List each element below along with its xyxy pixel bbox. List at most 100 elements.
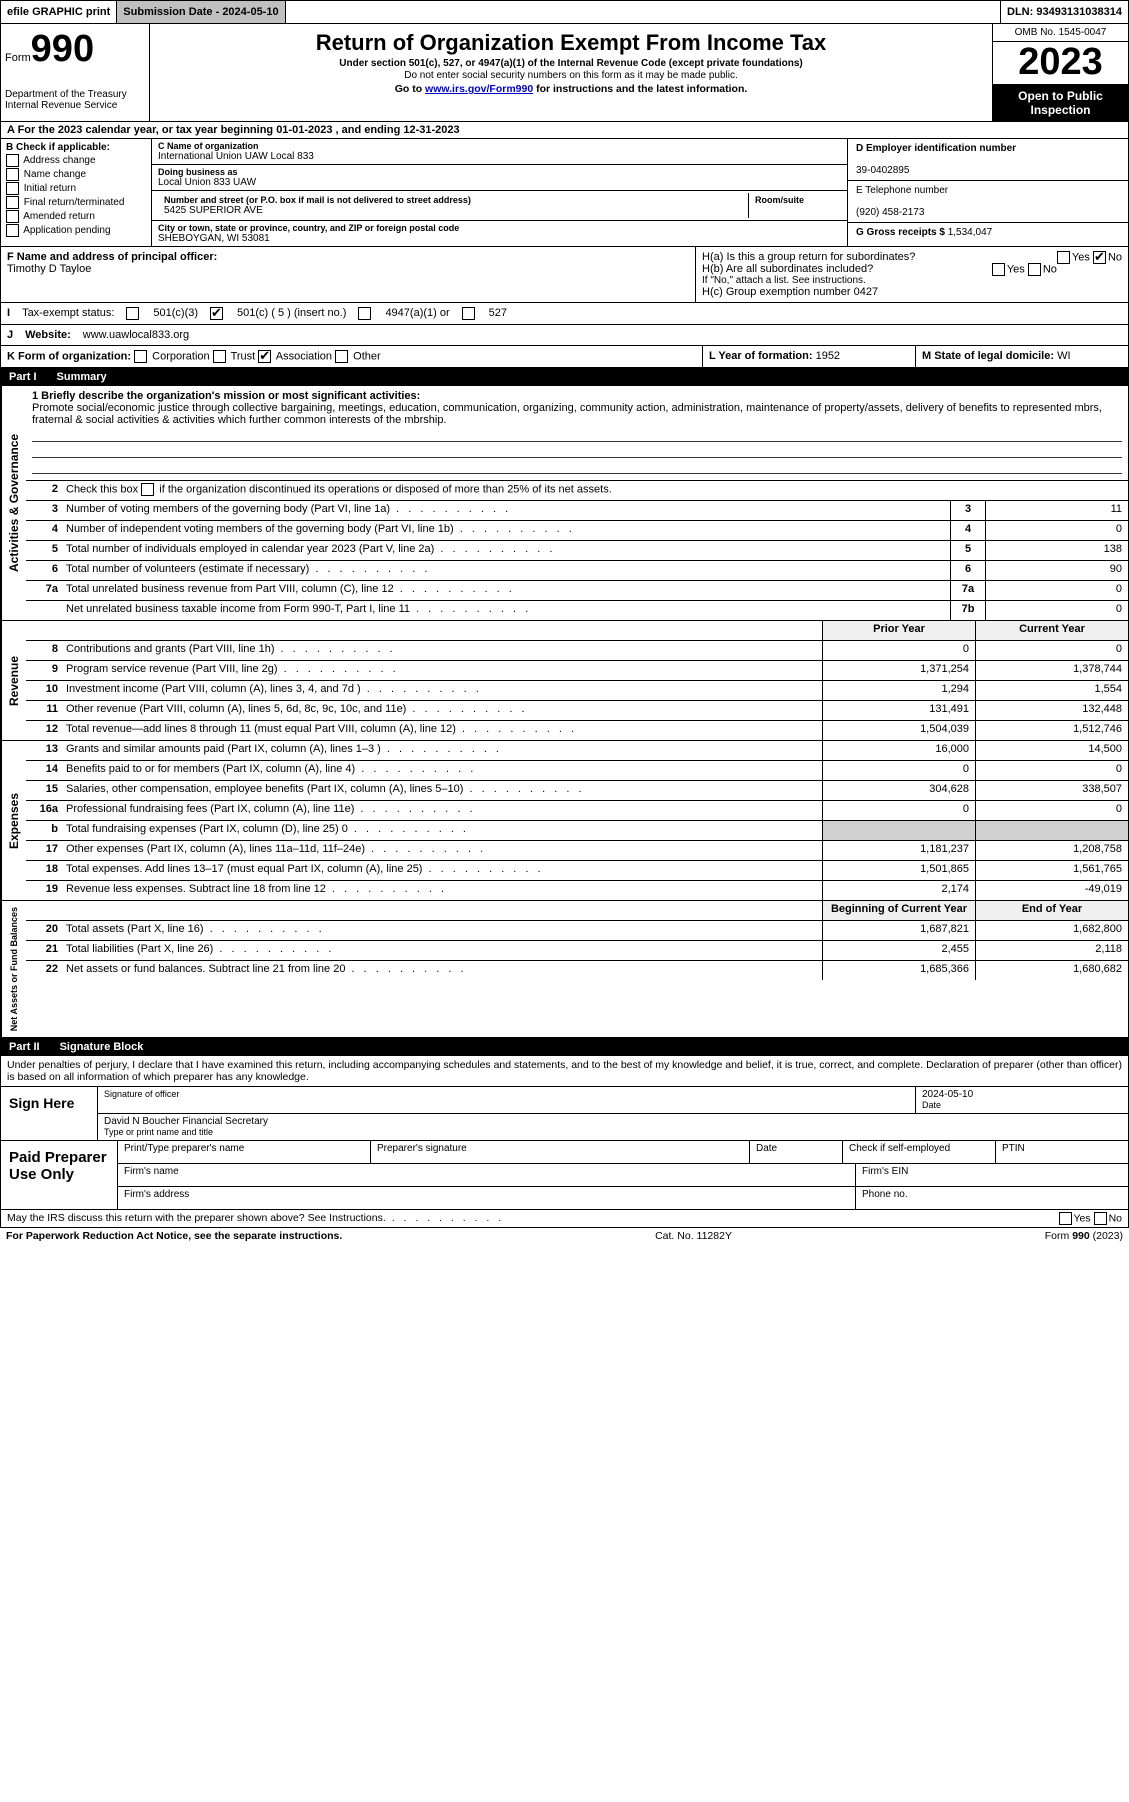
side-netassets: Net Assets or Fund Balances xyxy=(1,901,26,1037)
rev-curr-10: 1,554 xyxy=(975,681,1128,700)
na-line-21: Total liabilities (Part X, line 26) xyxy=(62,941,822,960)
h-b: H(b) Are all subordinates included? Yes … xyxy=(702,263,1122,275)
gross-label: G Gross receipts $ xyxy=(856,227,945,238)
na-line-20: Total assets (Part X, line 16) xyxy=(62,921,822,940)
dba-label: Doing business as xyxy=(158,167,841,177)
efile-label: efile GRAPHIC print xyxy=(1,1,117,23)
exp-line-b: Total fundraising expenses (Part IX, col… xyxy=(62,821,822,840)
na-end-21: 2,118 xyxy=(975,941,1128,960)
preparer-title: Paid Preparer Use Only xyxy=(1,1141,118,1209)
firm-ein-label: Firm's EIN xyxy=(856,1164,1128,1186)
discuss-label: May the IRS discuss this return with the… xyxy=(7,1212,504,1225)
val-5: 138 xyxy=(985,541,1128,560)
exp-line-15: Salaries, other compensation, employee b… xyxy=(62,781,822,800)
exp-prior-19: 2,174 xyxy=(822,881,975,900)
irs-link[interactable]: www.irs.gov/Form990 xyxy=(425,83,533,95)
col-current: Current Year xyxy=(975,621,1128,640)
cat-no: Cat. No. 11282Y xyxy=(655,1230,732,1242)
exp-curr-19: -49,019 xyxy=(975,881,1128,900)
side-expenses: Expenses xyxy=(1,741,26,900)
exp-prior-15: 304,628 xyxy=(822,781,975,800)
chk-assoc[interactable] xyxy=(258,350,271,363)
chk-address-change[interactable]: Address change xyxy=(6,154,146,167)
rev-line-12: Total revenue—add lines 8 through 11 (mu… xyxy=(62,721,822,740)
exp-prior-14: 0 xyxy=(822,761,975,780)
chk-name-change[interactable]: Name change xyxy=(6,168,146,181)
phone-value: (920) 458-2173 xyxy=(856,207,924,218)
na-end-22: 1,680,682 xyxy=(975,961,1128,980)
exp-curr-13: 14,500 xyxy=(975,741,1128,760)
website-label: Website: xyxy=(25,329,71,341)
inspection-label: Open to Public Inspection xyxy=(993,85,1128,121)
chk-final-return[interactable]: Final return/terminated xyxy=(6,196,146,209)
org-name-label: C Name of organization xyxy=(158,141,841,151)
chk-527[interactable] xyxy=(462,307,475,320)
h-b-note: If "No," attach a list. See instructions… xyxy=(702,275,1122,286)
chk-501c3[interactable] xyxy=(126,307,139,320)
val-3: 11 xyxy=(985,501,1128,520)
part-i-num: Part I xyxy=(9,371,37,383)
rev-prior-8: 0 xyxy=(822,641,975,660)
exp-curr-b xyxy=(975,821,1128,840)
rev-line-10: Investment income (Part VIII, column (A)… xyxy=(62,681,822,700)
exp-curr-14: 0 xyxy=(975,761,1128,780)
exp-line-13: Grants and similar amounts paid (Part IX… xyxy=(62,741,822,760)
officer-label: F Name and address of principal officer: xyxy=(7,251,217,263)
col-end: End of Year xyxy=(975,901,1128,920)
h-a: H(a) Is this a group return for subordin… xyxy=(702,251,1122,263)
subtitle-2: Do not enter social security numbers on … xyxy=(154,70,988,81)
rev-prior-10: 1,294 xyxy=(822,681,975,700)
exp-prior-b xyxy=(822,821,975,840)
firm-phone-label: Phone no. xyxy=(856,1187,1128,1209)
prep-col-date: Date xyxy=(750,1141,843,1163)
chk-amended-return[interactable]: Amended return xyxy=(6,210,146,223)
rev-line-9: Program service revenue (Part VIII, line… xyxy=(62,661,822,680)
line-5: Total number of individuals employed in … xyxy=(62,541,950,560)
prep-self-employed: Check if self-employed xyxy=(843,1141,996,1163)
subtitle-1: Under section 501(c), 527, or 4947(a)(1)… xyxy=(154,58,988,69)
val-7a: 0 xyxy=(985,581,1128,600)
officer-signature-name: David N Boucher Financial Secretary xyxy=(104,1116,268,1127)
part-ii-num: Part II xyxy=(9,1041,40,1053)
na-begin-22: 1,685,366 xyxy=(822,961,975,980)
rev-prior-11: 131,491 xyxy=(822,701,975,720)
tax-year: 2023 xyxy=(993,42,1128,85)
form-footer: Form 990 (2023) xyxy=(1045,1230,1123,1242)
rev-curr-8: 0 xyxy=(975,641,1128,660)
rev-curr-12: 1,512,746 xyxy=(975,721,1128,740)
chk-501c[interactable] xyxy=(210,307,223,320)
chk-other[interactable] xyxy=(335,350,348,363)
chk-initial-return[interactable]: Initial return xyxy=(6,182,146,195)
line-6: Total number of volunteers (estimate if … xyxy=(62,561,950,580)
dba-value: Local Union 833 UAW xyxy=(158,177,841,188)
val-4: 0 xyxy=(985,521,1128,540)
chk-application-pending[interactable]: Application pending xyxy=(6,224,146,237)
perjury-text: Under penalties of perjury, I declare th… xyxy=(0,1056,1129,1087)
chk-trust[interactable] xyxy=(213,350,226,363)
chk-4947[interactable] xyxy=(358,307,371,320)
sign-here-label: Sign Here xyxy=(1,1087,98,1140)
exp-line-18: Total expenses. Add lines 13–17 (must eq… xyxy=(62,861,822,880)
part-ii-title: Signature Block xyxy=(60,1041,144,1053)
sign-date: 2024-05-10 xyxy=(922,1089,973,1100)
exp-line-17: Other expenses (Part IX, column (A), lin… xyxy=(62,841,822,860)
rev-line-11: Other revenue (Part VIII, column (A), li… xyxy=(62,701,822,720)
rev-line-8: Contributions and grants (Part VIII, lin… xyxy=(62,641,822,660)
prep-col-name: Print/Type preparer's name xyxy=(118,1141,371,1163)
line-3: Number of voting members of the governin… xyxy=(62,501,950,520)
line-7b: Net unrelated business taxable income fr… xyxy=(62,601,950,620)
chk-corp[interactable] xyxy=(134,350,147,363)
exp-prior-18: 1,501,865 xyxy=(822,861,975,880)
side-governance: Activities & Governance xyxy=(1,386,26,620)
exp-line-19: Revenue less expenses. Subtract line 18 … xyxy=(62,881,822,900)
na-begin-21: 2,455 xyxy=(822,941,975,960)
h-c: H(c) Group exemption number 0427 xyxy=(702,286,1122,298)
rev-prior-12: 1,504,039 xyxy=(822,721,975,740)
line-4: Number of independent voting members of … xyxy=(62,521,950,540)
submission-date-button[interactable]: Submission Date - 2024-05-10 xyxy=(117,1,285,23)
subtitle-3: Go to www.irs.gov/Form990 for instructio… xyxy=(154,83,988,95)
exp-prior-16a: 0 xyxy=(822,801,975,820)
topbar-spacer xyxy=(286,1,1001,23)
street-value: 5425 SUPERIOR AVE xyxy=(164,205,742,216)
street-label: Number and street (or P.O. box if mail i… xyxy=(164,195,742,205)
